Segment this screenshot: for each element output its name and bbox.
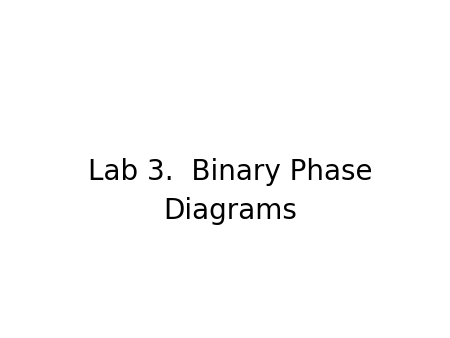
Text: Lab 3.  Binary Phase
Diagrams: Lab 3. Binary Phase Diagrams — [88, 158, 373, 225]
